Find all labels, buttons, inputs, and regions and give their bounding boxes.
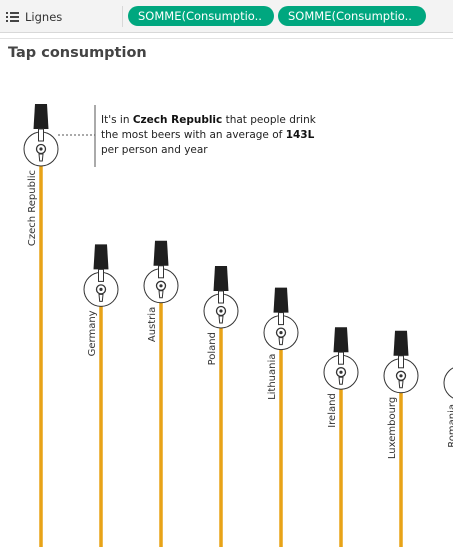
chart-annotation: It's in Czech Republic that people drink…: [101, 113, 331, 158]
rows-shelf-text: Lignes: [25, 9, 63, 24]
country-label: Czech Republic: [27, 170, 38, 246]
country-label: Poland: [207, 332, 218, 365]
beer-tap-icon: [213, 266, 229, 291]
tap-circle: [443, 367, 453, 399]
lollipop-mark: Lithuania: [263, 287, 299, 547]
country-label: Luxembourg: [387, 397, 398, 459]
tap-spout: [218, 315, 224, 324]
tap-neck: [278, 312, 284, 326]
annotation-outro: per person and year: [101, 144, 208, 156]
tap-knob-dot: [159, 284, 163, 288]
tap-spout: [158, 290, 164, 299]
tap-knob-dot: [99, 287, 103, 291]
country-label: Ireland: [327, 393, 338, 428]
beer-tap-icon: [333, 327, 349, 353]
annotation-country: Czech Republic: [132, 114, 223, 126]
lollipop-mark: Austria: [143, 240, 179, 547]
tap-neck: [38, 128, 44, 142]
beer-tap-icon: [273, 287, 289, 313]
tap-neck: [398, 355, 404, 369]
tap-knob-dot: [279, 331, 283, 335]
tap-spout: [338, 376, 344, 385]
tap-spout: [38, 153, 44, 162]
tap-knob-dot: [399, 374, 403, 378]
tap-neck: [338, 351, 344, 365]
lollipop-mark: Germany: [83, 244, 119, 547]
beer-stem: [279, 346, 283, 547]
tap-knob-dot: [339, 370, 343, 374]
chart-panel: Tap consumption Czech Republic Germany Aus…: [0, 38, 453, 547]
beer-tap-chart: Czech Republic Germany Austria Poland Lithua…: [23, 104, 453, 547]
tap-spout: [98, 293, 104, 302]
sheet-title: Tap consumption: [8, 45, 147, 61]
rows-shelf-label[interactable]: Lignes: [6, 6, 123, 27]
annotation-intro: It's in: [101, 114, 133, 126]
lollipop-mark: Poland: [203, 266, 239, 547]
measure-pill-1[interactable]: SOMME(Consumptio..: [128, 6, 274, 26]
country-label: Lithuania: [267, 354, 278, 400]
list-rows-icon: [6, 11, 19, 22]
beer-stem: [159, 299, 163, 547]
annotation-value: 143L: [285, 129, 315, 141]
beer-stem: [399, 389, 403, 547]
tap-knob-dot: [39, 147, 43, 151]
tap-neck: [218, 290, 224, 304]
beer-stem: [99, 303, 103, 547]
country-label: Germany: [87, 310, 98, 356]
beer-tap-icon: [93, 244, 109, 270]
lollipop-mark: Luxembourg: [383, 330, 419, 547]
tap-neck: [98, 268, 104, 282]
annotation-middle: that people drink the most beers with an…: [101, 114, 316, 141]
country-label: Austria: [147, 307, 158, 342]
beer-stem: [39, 163, 43, 547]
beer-tap-icon: [153, 240, 169, 266]
beer-tap-icon: [393, 330, 409, 356]
tap-spout: [278, 337, 284, 346]
beer-stem: [339, 386, 343, 547]
tap-spout: [398, 380, 404, 389]
lollipop-mark: Czech Republic: [23, 104, 59, 547]
beer-tap-icon: [33, 104, 49, 129]
country-label: Romania: [447, 404, 453, 448]
measure-pill-2[interactable]: SOMME(Consumptio..: [278, 6, 426, 26]
rows-shelf: Lignes SOMME(Consumptio.. SOMME(Consumpt…: [0, 0, 453, 33]
tap-neck: [158, 265, 164, 279]
tap-knob-dot: [219, 309, 223, 313]
beer-stem: [219, 325, 223, 547]
lollipop-mark: Romania: [443, 367, 453, 448]
lollipop-mark: Ireland: [323, 327, 359, 547]
